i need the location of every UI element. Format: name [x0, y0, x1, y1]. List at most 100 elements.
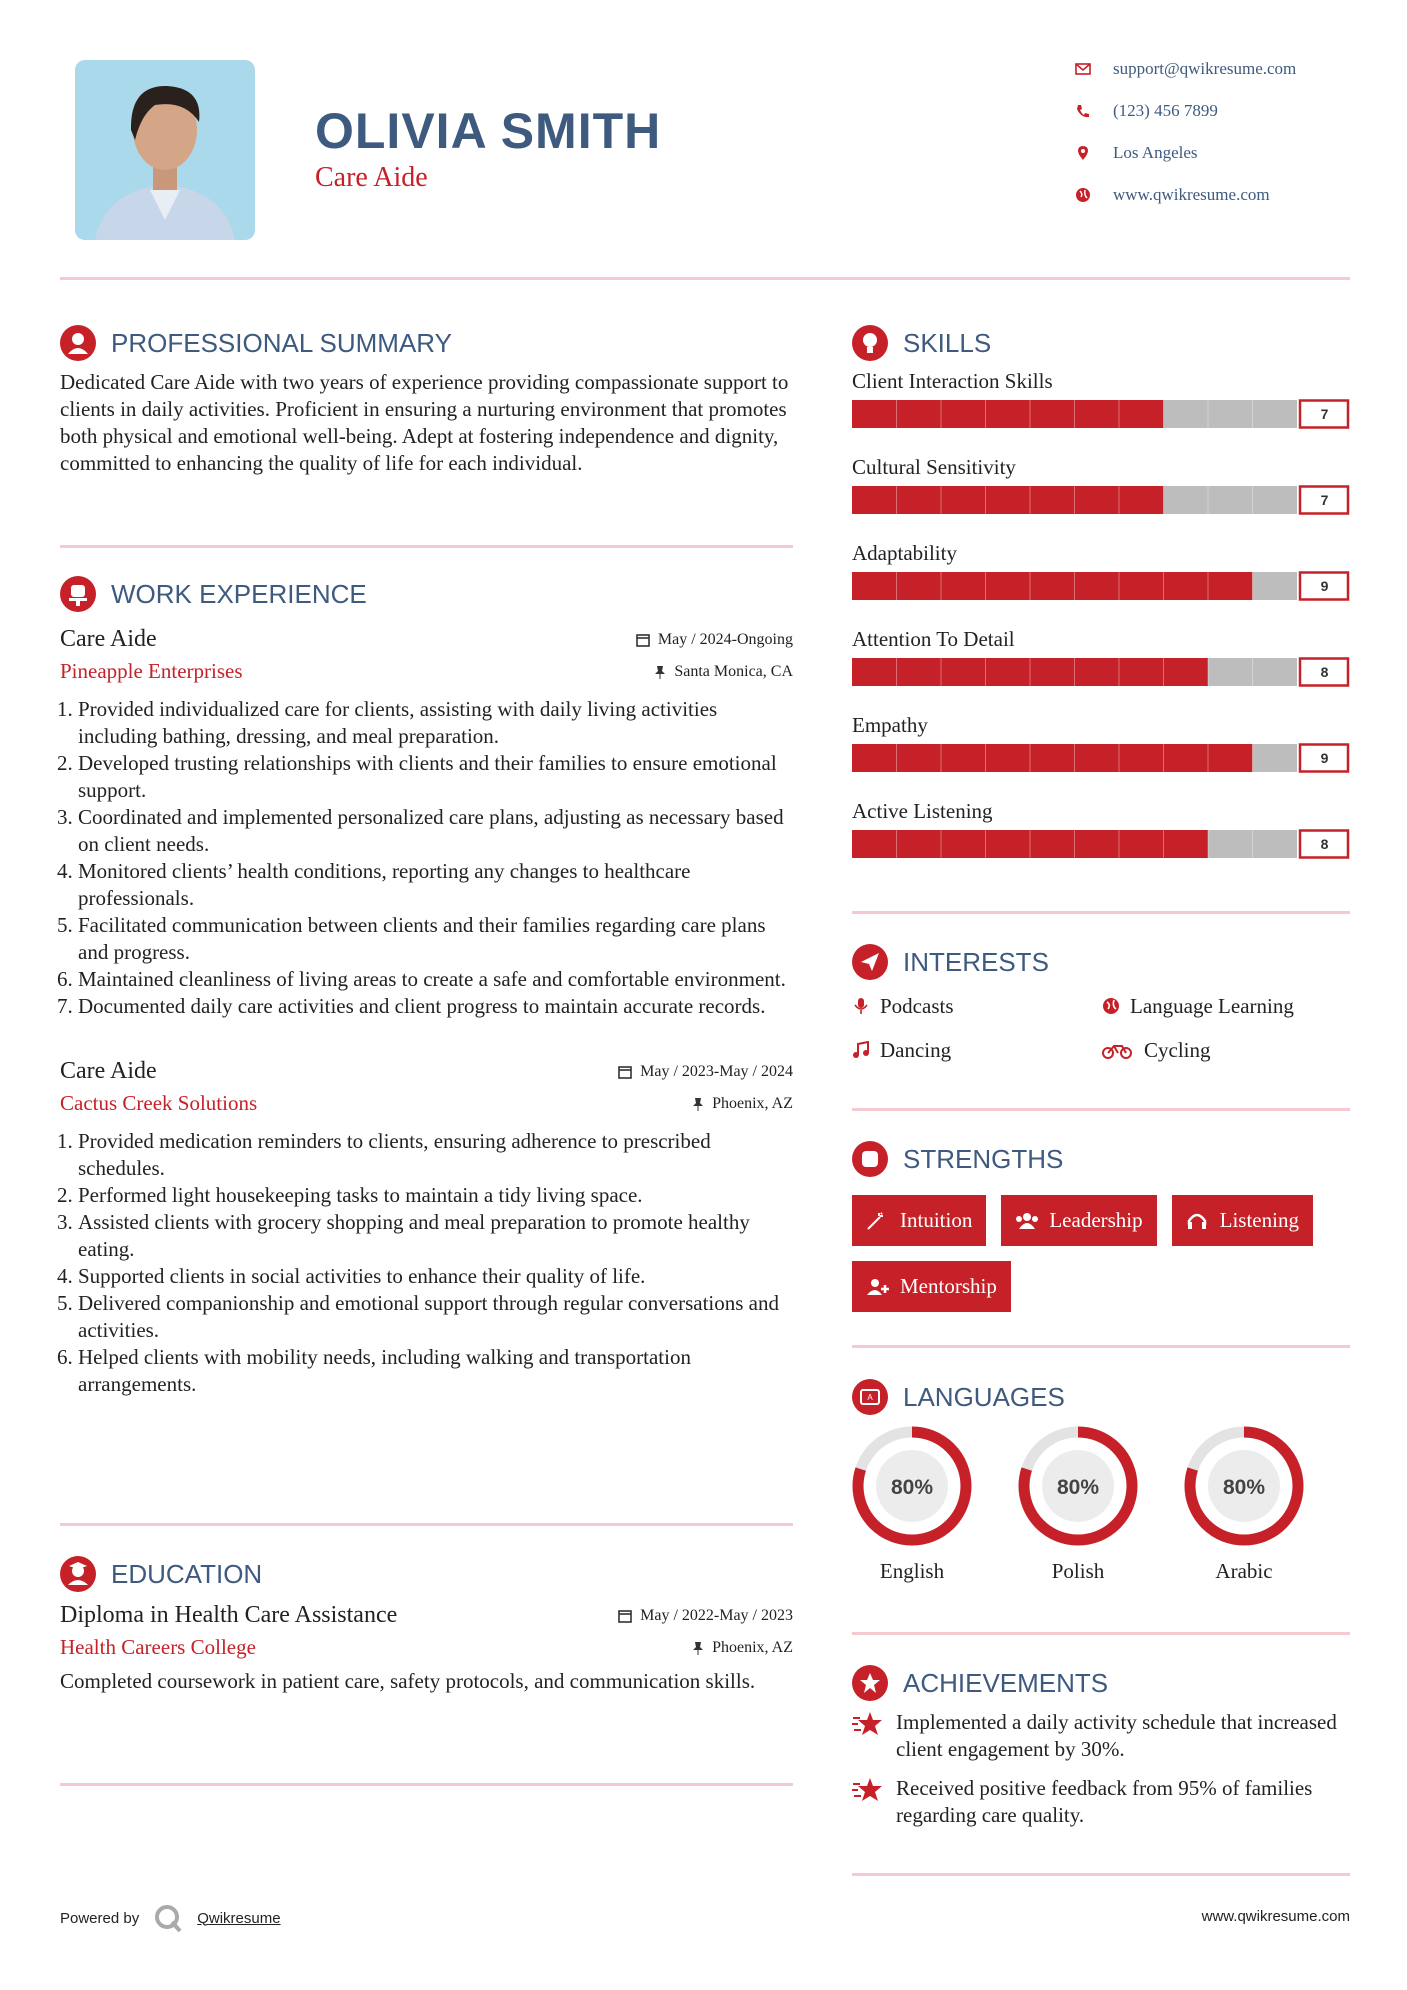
duty: Assisted clients with grocery shopping a… [78, 1209, 793, 1263]
degree: Diploma in Health Care Assistance [60, 1602, 398, 1628]
job: Care Aide May / 2023-May / 2024 Cactus Cre… [60, 1058, 793, 1398]
section-icon [852, 1665, 888, 1701]
brand-logo [155, 1905, 182, 1933]
duty: Maintained cleanliness of living areas t… [78, 966, 793, 993]
interest-text: Dancing [880, 1037, 952, 1062]
strength-badge: Leadership [1001, 1195, 1157, 1246]
icon-shape [1120, 1047, 1132, 1059]
divider [60, 1523, 793, 1526]
divider [852, 1873, 1350, 1876]
education-location: Phoenix, AZ [712, 1638, 793, 1656]
icon [618, 1065, 632, 1079]
icon-shape [693, 1097, 704, 1111]
heading-text: EDUCATION [111, 1558, 263, 1589]
language-name: English [880, 1559, 945, 1583]
section-heading: WORK EXPERIENCE [60, 574, 793, 614]
education-date: May / 2022-May / 2023 [640, 1606, 793, 1624]
achievement-text: Received positive feedback from 95% of f… [896, 1776, 1313, 1827]
icon-shape [871, 1278, 879, 1287]
school: Health Careers College [60, 1635, 256, 1659]
icon [867, 1278, 889, 1295]
achievements-section: ACHIEVEMENTS Implemented a daily activit… [852, 1663, 1350, 1829]
section-heading: EDUCATION [60, 1554, 793, 1594]
heading-text: SKILLS [903, 327, 992, 358]
skill-name: Attention To Detail [852, 627, 1015, 651]
duty: Facilitated communication between client… [78, 912, 793, 966]
ring-center [1042, 1450, 1114, 1522]
icon [1075, 63, 1091, 75]
skill-level-box [1298, 743, 1350, 773]
divider [852, 911, 1350, 914]
duty: Documented daily care activities and cli… [78, 993, 793, 1020]
divider [60, 277, 1350, 280]
skill-level-box [1298, 485, 1350, 515]
heading-text: STRENGTHS [903, 1143, 1064, 1174]
icon [1016, 1212, 1039, 1229]
footer-website[interactable]: www.qwikresume.com [1201, 1908, 1350, 1925]
icon-shape [1079, 189, 1088, 199]
skill-bar: 8 [852, 829, 1350, 859]
skill-level-box [1298, 571, 1350, 601]
job-location-text: Santa Monica, CA [674, 662, 793, 680]
interest: Language Learning [1102, 986, 1350, 1026]
icon-shape [857, 1041, 869, 1055]
ring-fill [1018, 1426, 1138, 1546]
company: Pineapple Enterprises [60, 659, 243, 683]
job-title: Care Aide [60, 1058, 157, 1084]
contact-text: (123) 456 7899 [1113, 101, 1218, 120]
skill-fill [852, 486, 1164, 514]
language-rings: 80% English 80% Polish 80% Arabic [852, 1426, 1304, 1583]
job-date: May / 2024-Ongoing [636, 631, 793, 649]
icon-shape [1106, 999, 1117, 1010]
strength-list: Intuition Leadership Listening Mentorship [852, 1195, 1350, 1312]
interest: Podcasts [852, 986, 1102, 1026]
skill-bar: 7 [852, 399, 1350, 429]
job-date: May / 2023-May / 2024 [618, 1063, 793, 1081]
skill-level: 7 [1321, 492, 1329, 508]
icon-shape [881, 1284, 889, 1293]
duty: Helped clients with mobility needs, incl… [78, 1344, 793, 1398]
icon [1102, 1045, 1132, 1059]
calendar-icon [618, 1609, 632, 1623]
icon-shape [858, 1778, 882, 1801]
strengths-section: STRENGTHS Intuition Leadership Listening Me… [852, 1139, 1350, 1312]
icon-shape [1201, 1221, 1206, 1229]
heading-text: ACHIEVEMENTS [903, 1667, 1109, 1698]
icon-shape [854, 1004, 868, 1014]
interest-text: Podcasts [880, 993, 954, 1018]
candidate-name: OLIVIA SMITH [315, 103, 662, 159]
skill-name: Adaptability [852, 541, 957, 565]
section-icon [60, 325, 96, 361]
footer-left: Powered by Qwikresume [60, 1903, 281, 1933]
pin-icon [693, 1641, 704, 1655]
icon [655, 665, 666, 679]
divider [852, 1108, 1350, 1111]
icon-shape [853, 1052, 859, 1058]
icon-shape [1032, 1215, 1039, 1222]
brand-link[interactable]: Qwikresume [197, 1909, 281, 1927]
skill-bar: 9 [852, 743, 1350, 773]
divider [60, 1783, 793, 1786]
icon [854, 998, 868, 1014]
job-date-text: May / 2024-Ongoing [657, 630, 793, 648]
job-date-text: May / 2023-May / 2024 [640, 1062, 793, 1080]
icon-shape [863, 1050, 869, 1056]
skill-fill [852, 658, 1208, 686]
duty: Performed light housekeeping tasks to ma… [78, 1182, 793, 1209]
icon-shape [1102, 1047, 1114, 1059]
icon-shape [1187, 1213, 1206, 1225]
icon-shape [1107, 1045, 1127, 1054]
section-icon [60, 1556, 96, 1592]
ring-fill [852, 1426, 972, 1546]
skill-bar: 7 [852, 485, 1350, 515]
heading-text: PROFESSIONAL SUMMARY [111, 327, 452, 358]
achievement-text: Implemented a daily activity schedule th… [896, 1710, 1337, 1761]
icon-shape [1019, 1222, 1036, 1229]
strength-text: Intuition [900, 1208, 973, 1232]
skill-fill [852, 572, 1253, 600]
heading-text: LANGUAGES [903, 1381, 1065, 1412]
icon-shape [1075, 63, 1091, 75]
language-level: 80% [891, 1476, 933, 1499]
section-heading: ACHIEVEMENTS [852, 1663, 1350, 1703]
